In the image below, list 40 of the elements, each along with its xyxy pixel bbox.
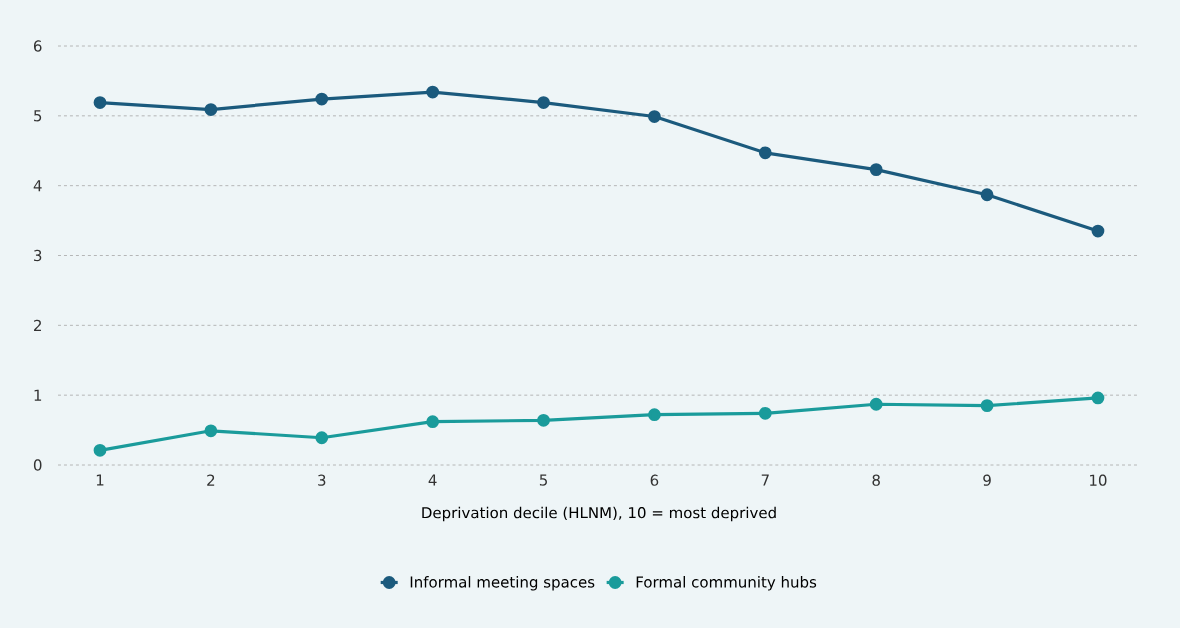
point [869, 163, 883, 176]
point [93, 96, 107, 109]
x-tick-label: 10 [1090, 474, 1107, 486]
legend-label: Formal community hubs [636, 576, 817, 591]
y-tick-label: 4 [33, 180, 42, 192]
point [204, 424, 218, 438]
x-tick-label: 8 [872, 474, 880, 486]
y-tick-label: 3 [34, 249, 42, 262]
point [315, 431, 329, 445]
point [537, 96, 550, 109]
legend-label: Informal meeting spaces [410, 576, 595, 591]
point [537, 413, 550, 427]
x-tick-label: 5 [539, 474, 547, 486]
point [204, 103, 218, 116]
point [758, 406, 772, 420]
x-tick-label: 3 [318, 474, 326, 486]
x-axis-title: Deprivation decile (HLNM), 10 = most deprived [422, 506, 776, 522]
point [869, 397, 883, 411]
x-tick-label: 7 [761, 474, 769, 486]
x-tick-label: 2 [207, 474, 215, 486]
point [648, 110, 661, 123]
point [426, 415, 440, 429]
y-tick-label: 2 [34, 319, 41, 331]
x-tick-label: 1 [96, 474, 104, 486]
x-tick-label: 6 [650, 474, 659, 486]
point [315, 92, 329, 106]
point [1091, 224, 1105, 238]
y-tick-label: 0 [33, 459, 42, 471]
point [426, 85, 440, 99]
x-tick-label: 4 [428, 474, 437, 486]
point [93, 443, 107, 457]
point [980, 188, 994, 202]
y-tick-label: 6 [33, 40, 42, 52]
y-tick-label: 1 [34, 389, 42, 401]
point [1091, 391, 1105, 405]
y-tick-label: 5 [34, 110, 42, 122]
point [980, 399, 994, 413]
point [648, 408, 661, 422]
point [758, 146, 772, 160]
x-tick-label: 9 [983, 474, 991, 486]
